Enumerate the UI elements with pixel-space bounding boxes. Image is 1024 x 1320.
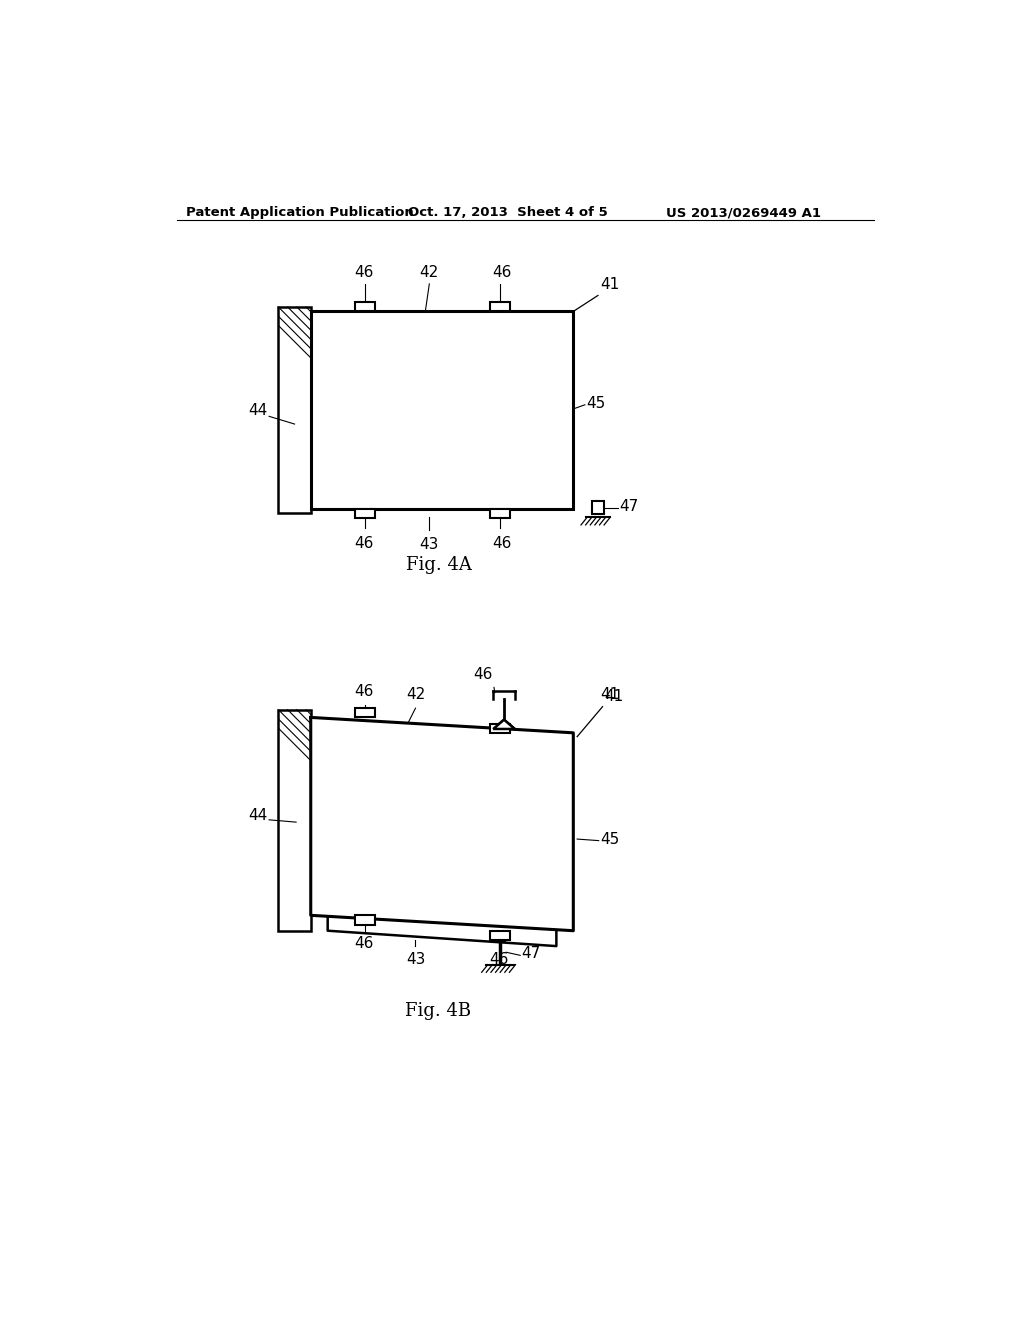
Text: 46: 46	[354, 684, 374, 700]
Bar	[279, 710, 310, 931]
Polygon shape	[494, 719, 515, 729]
Text: 42: 42	[420, 265, 439, 280]
Bar	[490, 302, 510, 312]
Text: Fig. 4B: Fig. 4B	[406, 1002, 472, 1019]
Bar	[310, 312, 573, 508]
Text: 43: 43	[406, 952, 425, 966]
Bar	[490, 723, 510, 733]
Text: 46: 46	[492, 265, 511, 280]
Bar	[355, 508, 376, 517]
Text: 46: 46	[354, 536, 374, 550]
Text: 41: 41	[600, 686, 620, 702]
Text: 42: 42	[406, 686, 425, 702]
Bar	[355, 915, 376, 924]
Bar	[490, 508, 510, 517]
Text: 45: 45	[600, 832, 620, 846]
Text: 46: 46	[488, 952, 508, 966]
Text: 41: 41	[604, 689, 624, 704]
Text: 47: 47	[521, 946, 541, 961]
Text: 43: 43	[420, 537, 439, 552]
Text: 45: 45	[587, 396, 605, 411]
Bar	[592, 502, 604, 515]
Text: 46: 46	[354, 265, 374, 280]
Text: 41: 41	[600, 277, 620, 292]
Text: US 2013/0269449 A1: US 2013/0269449 A1	[666, 206, 820, 219]
Text: 46: 46	[354, 936, 374, 952]
Text: 46: 46	[492, 536, 511, 550]
Text: 46: 46	[473, 667, 493, 682]
Text: Oct. 17, 2013  Sheet 4 of 5: Oct. 17, 2013 Sheet 4 of 5	[408, 206, 607, 219]
Text: Patent Application Publication: Patent Application Publication	[186, 206, 414, 219]
Bar	[355, 708, 376, 718]
Bar	[355, 302, 376, 312]
Text: Fig. 4A: Fig. 4A	[406, 556, 471, 574]
Bar	[279, 308, 310, 512]
Text: 44: 44	[249, 808, 267, 824]
Text: 44: 44	[249, 404, 267, 418]
Text: 47: 47	[620, 499, 639, 513]
Bar	[490, 931, 510, 940]
Polygon shape	[310, 718, 573, 931]
